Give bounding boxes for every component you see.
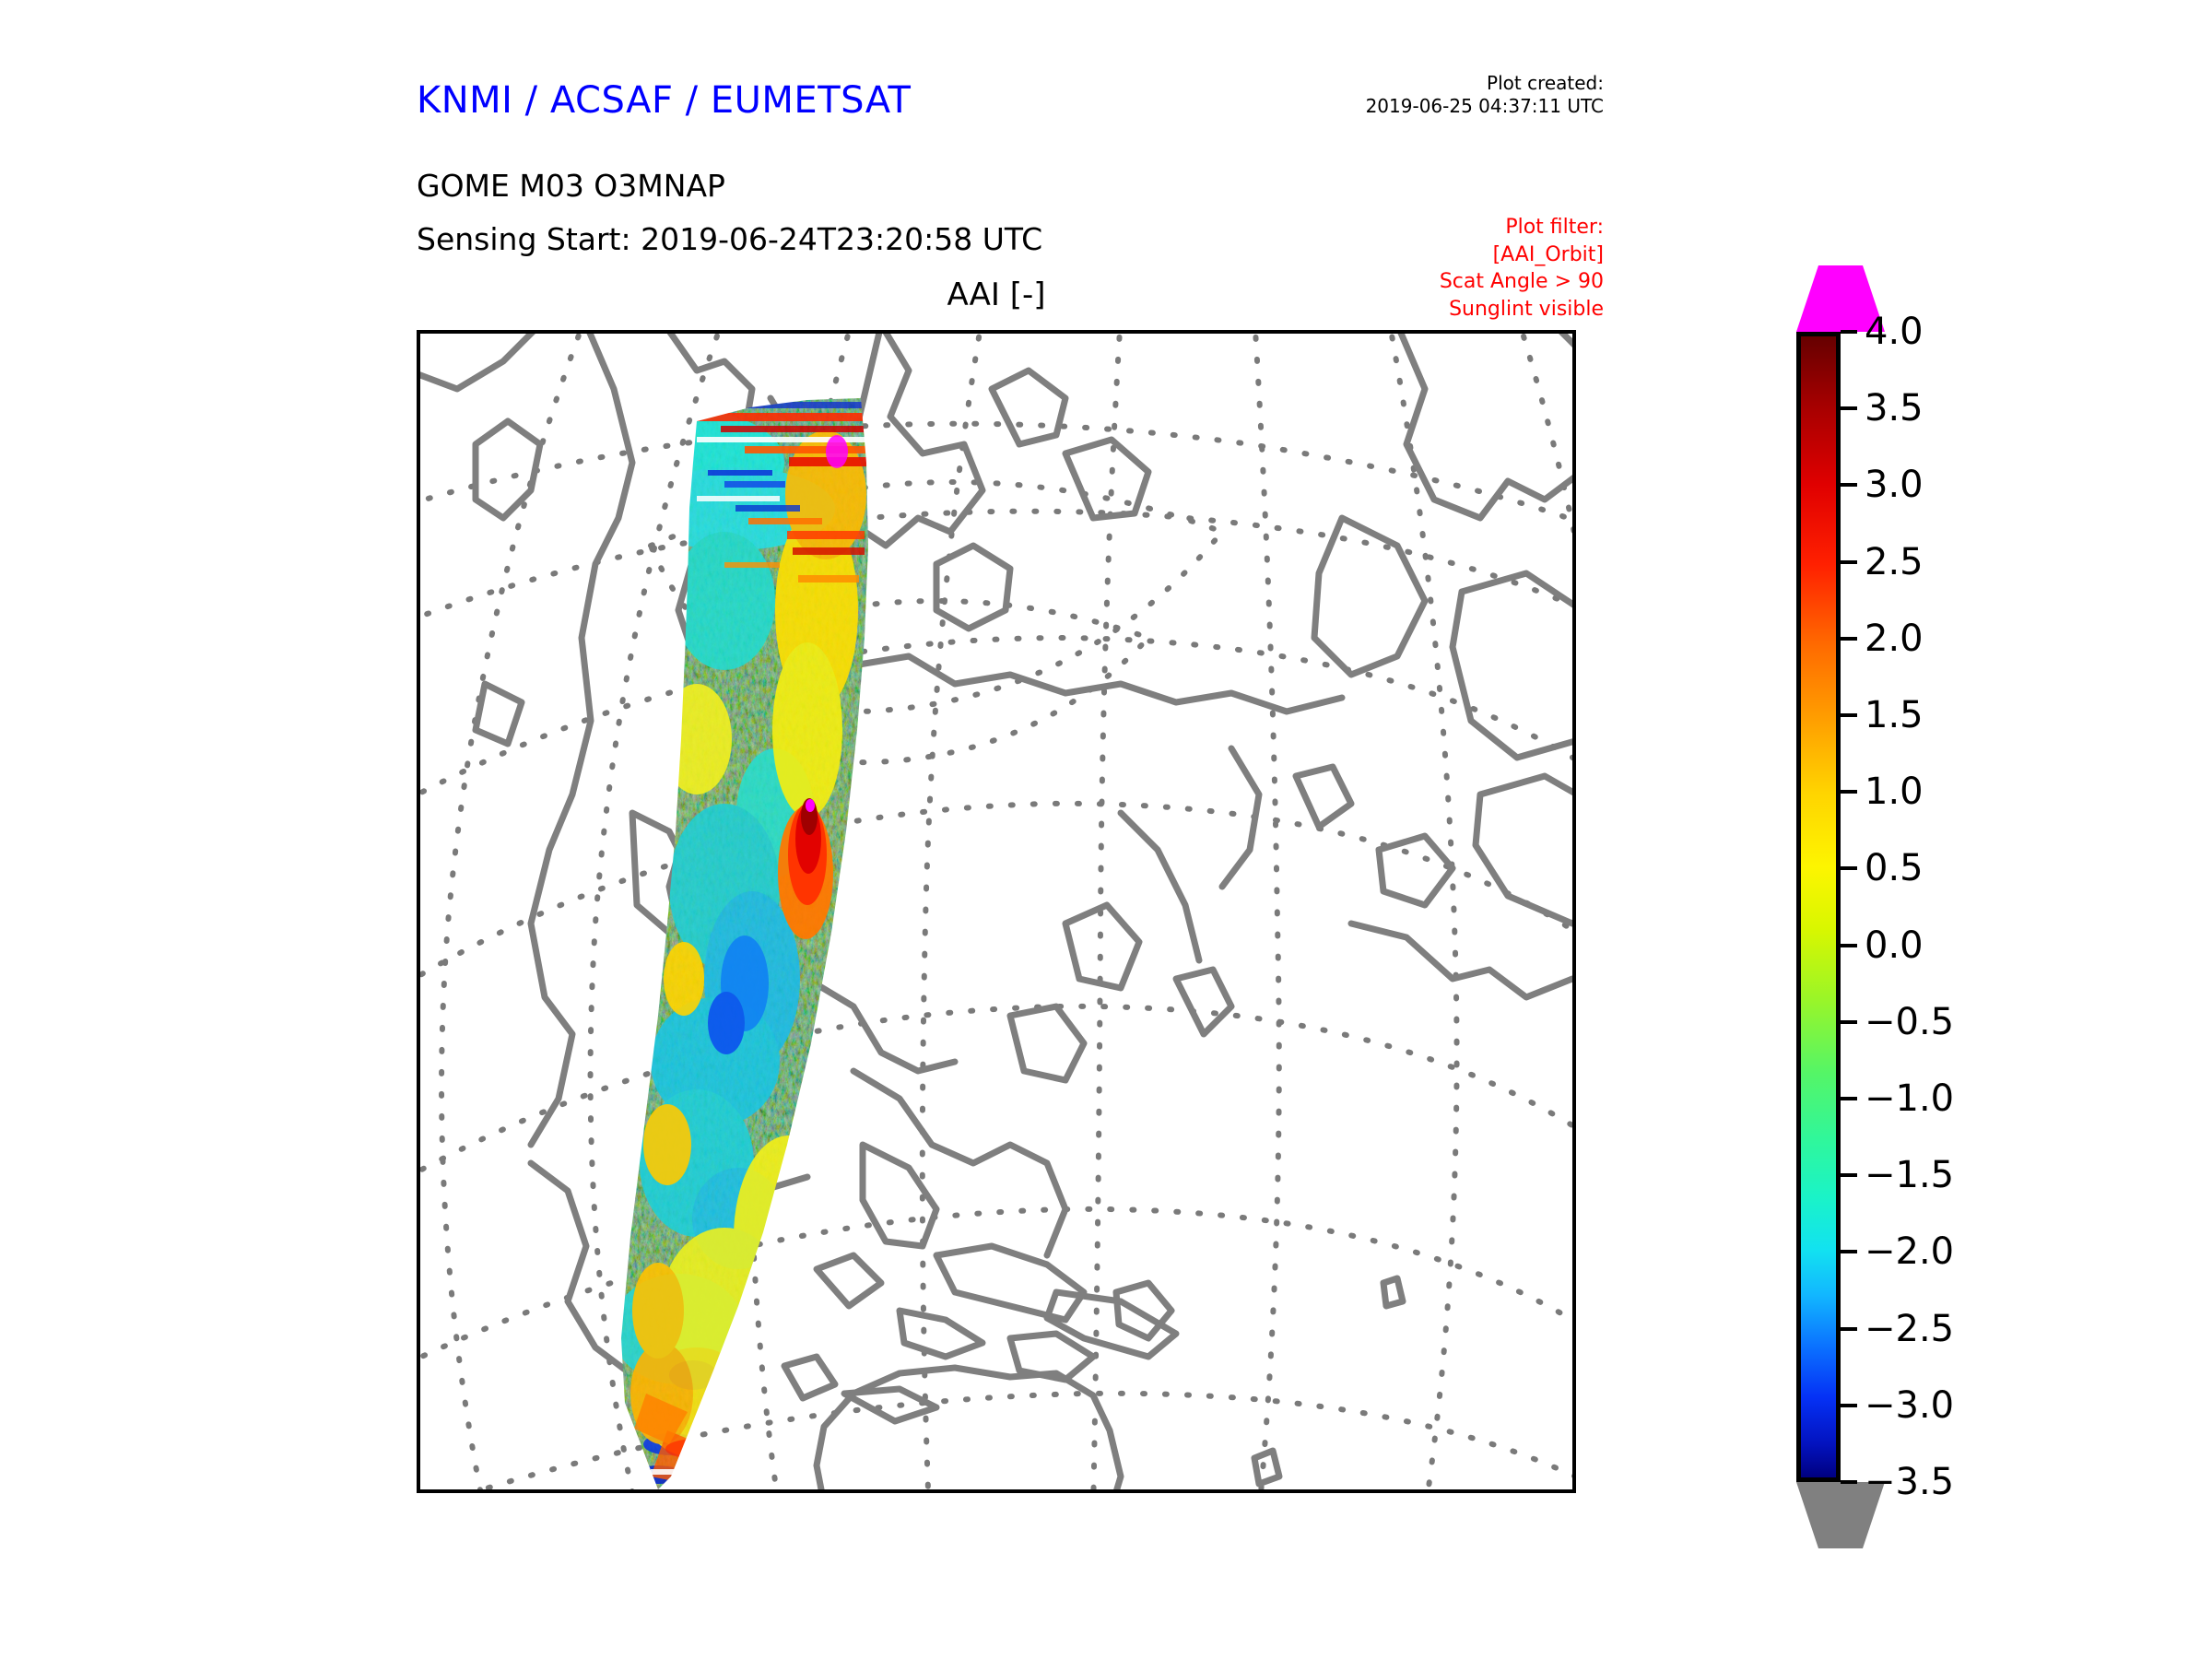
plot-filter-name: [AAI_Orbit]	[1492, 242, 1604, 266]
triangle-up-icon	[1796, 265, 1885, 332]
swath-south-edge	[634, 1394, 734, 1486]
plot-filter-block: Plot filter: [AAI_Orbit] Scat Angle > 90…	[1318, 214, 1604, 324]
colorbar-tick	[1841, 406, 1857, 411]
dataset-title: GOME M03 O3MNAP	[417, 168, 725, 204]
colorbar-tick-label: 3.5	[1865, 387, 1924, 430]
colorbar-tick-label: 2.0	[1865, 617, 1924, 660]
colorbar-tick-label: −3.5	[1865, 1461, 1955, 1503]
colorbar-tick-label: −3.0	[1865, 1383, 1955, 1427]
colorbar-tick-label: 3.0	[1865, 464, 1924, 507]
plot-filter-scat-angle: Scat Angle > 90	[1439, 270, 1604, 294]
colorbar-tick	[1841, 713, 1857, 717]
colorbar-tick-label: 0.5	[1865, 847, 1924, 890]
plot-filter-label: Plot filter:	[1505, 216, 1604, 239]
colorbar-tick-label: 1.0	[1865, 771, 1924, 814]
colorbar-tick	[1841, 1250, 1857, 1254]
colorbar-tick-label: −1.5	[1865, 1154, 1955, 1197]
colorbar-tick	[1841, 943, 1857, 947]
colorbar-tick	[1841, 483, 1857, 488]
colorbar-tick-label: −2.0	[1865, 1230, 1955, 1274]
organisation-title: KNMI / ACSAF / EUMETSAT	[417, 79, 912, 122]
plot-created-block: Plot created: 2019-06-25 04:37:11 UTC	[1272, 72, 1604, 118]
aai-plume	[778, 798, 833, 939]
colorbar-tick-label: −0.5	[1865, 1000, 1955, 1043]
map-content	[420, 334, 1572, 1489]
colorbar-tick	[1841, 866, 1857, 871]
colorbar-tick	[1841, 636, 1857, 641]
colorbar-tick	[1841, 559, 1857, 564]
sensing-start-text: Sensing Start: 2019-06-24T23:20:58 UTC	[417, 221, 1043, 257]
plot-filter-sunglint: Sunglint visible	[1449, 298, 1604, 322]
colorbar-tick-label: 2.5	[1865, 540, 1924, 583]
colorbar-tick-label: −1.0	[1865, 1077, 1955, 1120]
colorbar-tick-label: 4.0	[1865, 311, 1924, 353]
page-title: AAI [-]	[947, 276, 1046, 313]
colorbar[interactable]: 4.0 3.5 3.0 2.5 2.0 1.5 1.0 0.5 0.0 −0.5 −1.0 −1.5 −…	[1792, 264, 2180, 1552]
colorbar-tick	[1841, 1173, 1857, 1178]
map-canvas	[420, 334, 1572, 1489]
colorbar-tick-label: 1.5	[1865, 694, 1924, 736]
plot-created-label: Plot created:	[1487, 72, 1604, 94]
colorbar-tick	[1841, 1019, 1857, 1024]
triangle-down-icon	[1796, 1482, 1885, 1548]
colorbar-gradient	[1796, 332, 1841, 1482]
colorbar-tick	[1841, 330, 1857, 334]
arctic-stripes	[697, 402, 872, 582]
colorbar-tick-label: −2.5	[1865, 1307, 1955, 1350]
plot-created-value: 2019-06-25 04:37:11 UTC	[1365, 95, 1604, 117]
map-plot-area	[417, 330, 1576, 1493]
colorbar-tick	[1841, 1403, 1857, 1407]
colorbar-tick	[1841, 790, 1857, 794]
aai-swath	[586, 380, 900, 1489]
colorbar-tick	[1841, 1480, 1857, 1484]
colorbar-tick	[1841, 1326, 1857, 1331]
colorbar-tick-label: 0.0	[1865, 924, 1924, 967]
colorbar-tick	[1841, 1097, 1857, 1100]
